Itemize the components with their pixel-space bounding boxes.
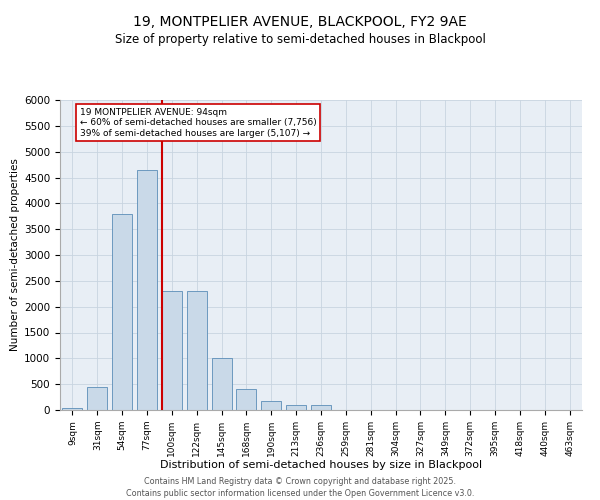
Bar <box>236 390 256 410</box>
Text: Contains HM Land Registry data © Crown copyright and database right 2025.
Contai: Contains HM Land Registry data © Crown c… <box>126 476 474 498</box>
Text: 19 MONTPELIER AVENUE: 94sqm
← 60% of semi-detached houses are smaller (7,756)
39: 19 MONTPELIER AVENUE: 94sqm ← 60% of sem… <box>80 108 317 138</box>
Bar <box>262 401 281 410</box>
Bar <box>162 291 182 410</box>
Bar <box>311 405 331 410</box>
Text: 19, MONTPELIER AVENUE, BLACKPOOL, FY2 9AE: 19, MONTPELIER AVENUE, BLACKPOOL, FY2 9A… <box>133 15 467 29</box>
Bar <box>286 405 306 410</box>
Bar <box>137 170 157 410</box>
Bar <box>88 387 107 410</box>
Bar <box>62 408 82 410</box>
Bar <box>212 358 232 410</box>
X-axis label: Distribution of semi-detached houses by size in Blackpool: Distribution of semi-detached houses by … <box>160 460 482 470</box>
Text: Size of property relative to semi-detached houses in Blackpool: Size of property relative to semi-detach… <box>115 32 485 46</box>
Y-axis label: Number of semi-detached properties: Number of semi-detached properties <box>10 158 20 352</box>
Bar <box>112 214 132 410</box>
Bar <box>187 291 206 410</box>
